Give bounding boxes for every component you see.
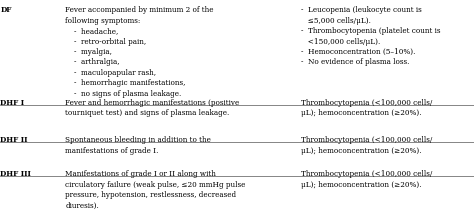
Text: Thrombocytopenia (<100,000 cells/
μL); hemoconcentration (≥20%).: Thrombocytopenia (<100,000 cells/ μL); h… xyxy=(301,170,432,189)
Text: DHF III: DHF III xyxy=(0,170,31,178)
Text: Thrombocytopenia (<100,000 cells/
μL); hemoconcentration (≥20%).: Thrombocytopenia (<100,000 cells/ μL); h… xyxy=(301,99,432,117)
Text: DHF I: DHF I xyxy=(0,99,25,107)
Text: Fever accompanied by minimum 2 of the
following symptoms:
    -  headache,
    -: Fever accompanied by minimum 2 of the fo… xyxy=(65,6,214,98)
Text: Fever and hemorrhagic manifestations (positive
tourniquet test) and signs of pla: Fever and hemorrhagic manifestations (po… xyxy=(65,99,240,117)
Text: Manifestations of grade I or II along with
circulatory failure (weak pulse, ≤20 : Manifestations of grade I or II along wi… xyxy=(65,170,246,210)
Text: Spontaneous bleeding in addition to the
manifestations of grade I.: Spontaneous bleeding in addition to the … xyxy=(65,136,211,155)
Text: DHF II: DHF II xyxy=(0,136,28,144)
Text: DF: DF xyxy=(0,6,12,14)
Text: Thrombocytopenia (<100,000 cells/
μL); hemoconcentration (≥20%).: Thrombocytopenia (<100,000 cells/ μL); h… xyxy=(301,136,432,155)
Text: -  Leucopenia (leukocyte count is
   ≤5,000 cells/μL).
-  Thrombocytopenia (plat: - Leucopenia (leukocyte count is ≤5,000 … xyxy=(301,6,440,66)
